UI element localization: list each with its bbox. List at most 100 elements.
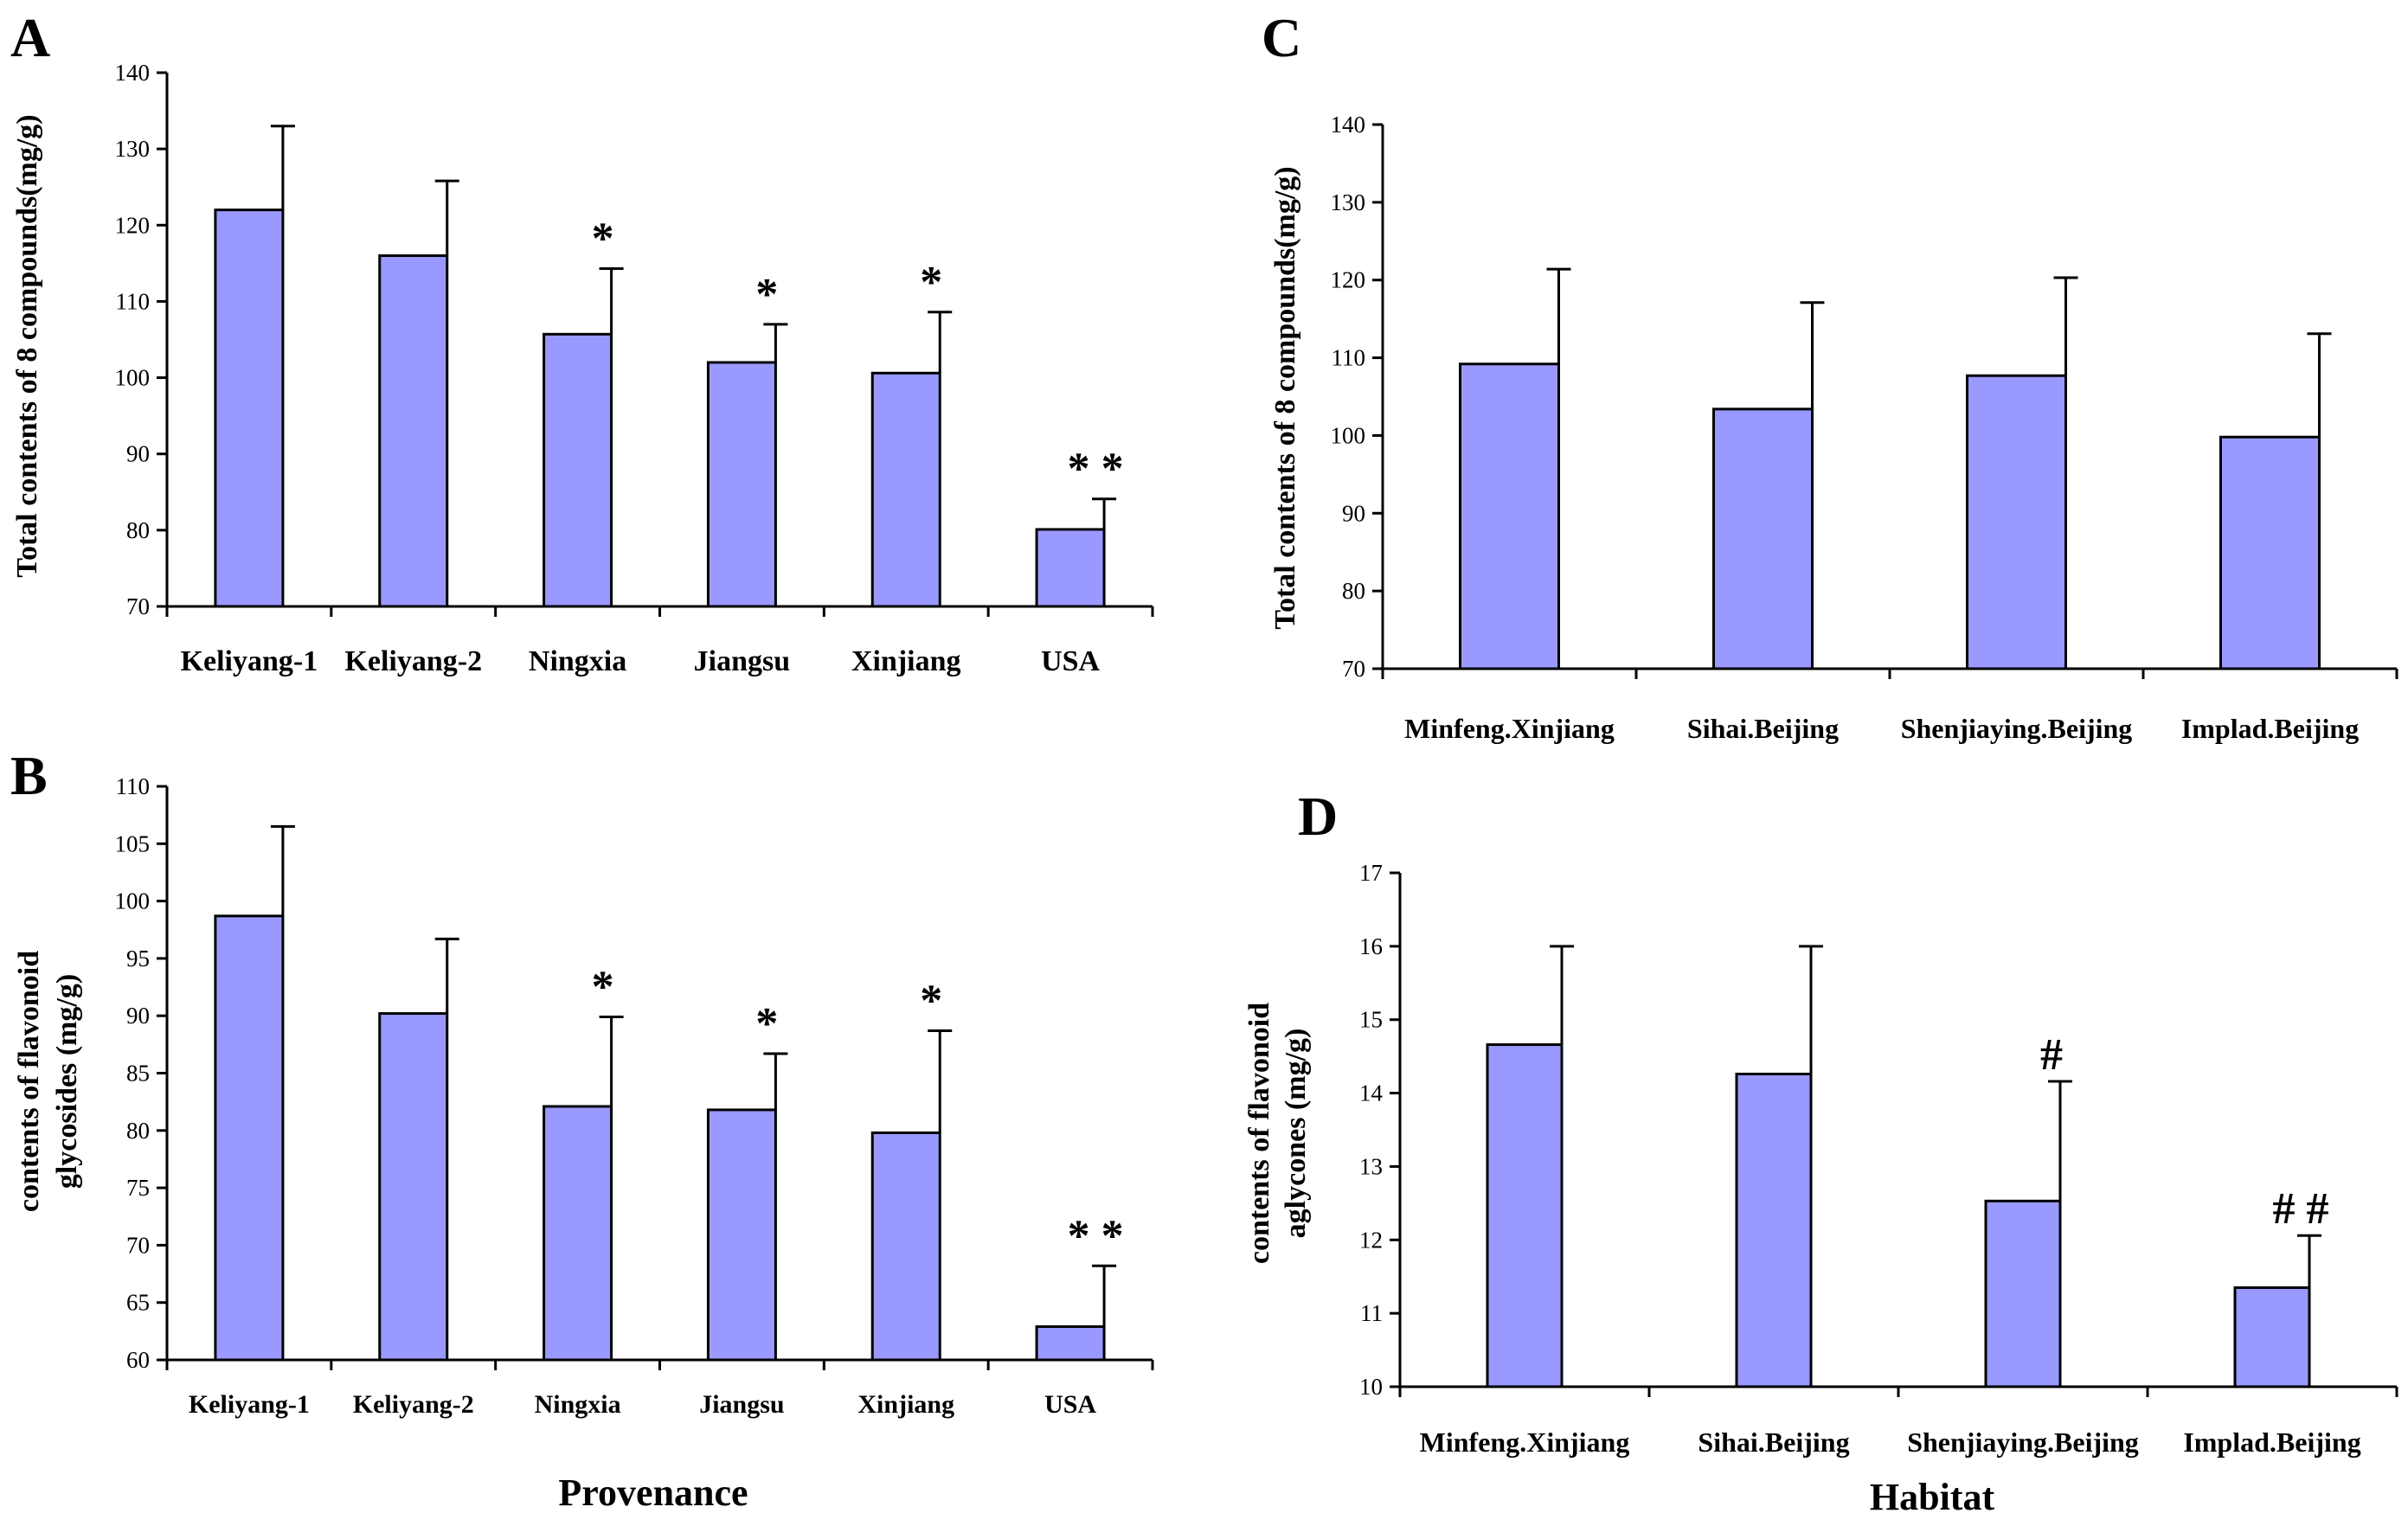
x-axis-label-provenance: Provenance — [558, 1472, 748, 1514]
panel-a-category-label: Keliyang-1 — [181, 645, 318, 677]
panel-b-significance-marker: * — [592, 963, 614, 1012]
panel-b-category-label: Keliyang-1 — [189, 1390, 310, 1419]
panel-d-category-label: Sihai.Beijing — [1698, 1427, 1849, 1458]
panel-a-y-tick-label: 80 — [126, 517, 150, 543]
panel-d-y-tick-label: 10 — [1359, 1374, 1383, 1400]
panel-a-y-tick-label: 100 — [115, 365, 151, 391]
panel-a-significance-marker: * — [592, 215, 614, 264]
panel-b-category-label: Xinjiang — [857, 1390, 954, 1419]
panel-d-bar — [1486, 1043, 1564, 1388]
panel-a-letter: A — [10, 7, 50, 68]
panel-b-bar — [870, 1131, 941, 1362]
panel-d-y-tick-label: 11 — [1360, 1300, 1383, 1326]
panel-c-y-axis-label: Total contents of 8 compounds(mg/g) — [1269, 166, 1301, 629]
panel-a-y-tick-label: 90 — [126, 441, 150, 467]
panel-c-y-tick-label: 120 — [1331, 267, 1366, 293]
panel-c-y-tick-label: 80 — [1342, 578, 1365, 604]
panel-a-y-tick-label: 120 — [115, 212, 151, 238]
panel-a-y-tick-label: 140 — [115, 60, 151, 86]
panel-b-significance-marker: * — [755, 999, 778, 1048]
panel-b-significance-marker: * * — [1068, 1211, 1124, 1260]
panel-d-y-tick-label: 17 — [1359, 860, 1383, 886]
panel-a-category-label: Xinjiang — [851, 645, 961, 677]
panel-b-y-tick-label: 80 — [126, 1118, 150, 1144]
panel-c-category-label: Shenjiaying.Beijing — [1901, 713, 2133, 744]
panel-a-category-label: Jiangsu — [694, 645, 791, 677]
panel-c-y-tick-label: 140 — [1331, 112, 1366, 138]
panel-b-significance-marker: * — [920, 976, 942, 1025]
panel-b-y-tick-label: 65 — [126, 1290, 150, 1316]
panel-c-y-tick-label: 100 — [1331, 422, 1366, 448]
panel-b-bar — [1035, 1325, 1106, 1362]
panel-b-y-axis-label-line1: contents of flavonoid — [13, 951, 45, 1212]
panel-a-bar — [1035, 528, 1106, 608]
panel-b-y-tick-label: 90 — [126, 1003, 150, 1029]
panel-a-significance-marker: * — [755, 270, 778, 319]
panel-d-bar — [1984, 1199, 2062, 1388]
panel-b-bar — [706, 1108, 777, 1362]
panel-b-category-label: Ningxia — [535, 1390, 621, 1419]
panel-b-y-tick-label: 75 — [126, 1175, 150, 1201]
panel-d-category-label: Implad.Beijing — [2183, 1427, 2360, 1458]
chart-panel-a: 70 80 90 100 110 120 130 140 Keliyang-1 Keliyang-… — [11, 60, 1154, 677]
panel-a-y-axis-label: Total contents of 8 compounds(mg/g) — [11, 114, 43, 577]
panel-b-y-tick-label: 105 — [115, 830, 151, 856]
panel-c-y-tick-label: 70 — [1342, 656, 1365, 682]
panel-d-y-axis-label-line2: aglycones (mg/g) — [1280, 1029, 1312, 1239]
panel-a-bar — [543, 332, 613, 608]
panel-a-bar — [870, 371, 941, 608]
panel-a-category-label: Keliyang-2 — [344, 645, 482, 677]
panel-d-y-tick-label: 12 — [1359, 1227, 1383, 1253]
panel-b-bar — [378, 1012, 449, 1362]
panel-c-bar — [1712, 407, 1814, 670]
panel-b-bar — [543, 1105, 613, 1362]
panel-b-y-tick-label: 110 — [116, 773, 151, 799]
panel-d-category-label: Minfeng.Xinjiang — [1420, 1427, 1630, 1458]
panel-c-y-tick-label: 130 — [1331, 189, 1366, 215]
panel-d-y-tick-label: 13 — [1359, 1153, 1383, 1179]
panel-c-category-label: Implad.Beijing — [2181, 713, 2359, 744]
panel-b-category-label: Jiangsu — [699, 1390, 784, 1419]
panel-d-category-label: Shenjiaying.Beijing — [1907, 1427, 2139, 1458]
panel-d-significance-marker: # — [2040, 1030, 2063, 1080]
panel-b-y-tick-label: 70 — [126, 1232, 150, 1258]
panel-d-y-axis-label-line1: contents of flavonoid — [1243, 1003, 1275, 1264]
panel-b-y-tick-label: 95 — [126, 946, 150, 971]
panel-a-y-tick-label: 70 — [126, 593, 150, 619]
x-axis-label-habitat: Habitat — [1870, 1476, 1995, 1518]
panel-c-bar — [1459, 362, 1560, 670]
panel-d-y-tick-label: 14 — [1359, 1080, 1384, 1106]
chart-panel-c: 70 80 90 100 110 120 130 140 Minfeng.Xinjiang Sih… — [1269, 112, 2398, 744]
panel-a-category-label: USA — [1041, 645, 1100, 677]
panel-b-letter: B — [10, 745, 48, 806]
panel-d-significance-marker: # # — [2273, 1184, 2329, 1234]
panel-a-significance-marker: * * — [1068, 445, 1124, 494]
panel-b-y-tick-label: 100 — [115, 888, 151, 914]
panel-a-bar — [378, 254, 449, 608]
panel-c-bar — [1966, 374, 2067, 670]
panel-a-category-label: Ningxia — [529, 645, 626, 677]
panel-a-y-tick-label: 130 — [115, 136, 151, 162]
chart-panel-d: 10 11 12 13 14 15 16 17 Minfeng.Xinjiang Sihai.Be… — [1243, 860, 2398, 1458]
panel-c-y-tick-label: 90 — [1342, 500, 1365, 526]
panel-b-bar — [214, 914, 285, 1362]
panel-c-letter: C — [1262, 7, 1301, 68]
panel-a-bar — [706, 361, 777, 608]
panel-a-significance-marker: * — [920, 258, 942, 307]
panel-b-category-label: USA — [1044, 1390, 1096, 1419]
panel-c-category-label: Minfeng.Xinjiang — [1404, 713, 1615, 744]
panel-a-bar — [214, 208, 285, 608]
panel-a-y-tick-label: 110 — [116, 288, 151, 314]
panel-d-y-tick-label: 16 — [1359, 933, 1383, 959]
panel-b-y-axis-label-line2: glycosides (mg/g) — [51, 974, 83, 1189]
panel-c-category-label: Sihai.Beijing — [1687, 713, 1839, 744]
panel-d-bar — [2233, 1286, 2311, 1388]
panel-d-letter: D — [1298, 785, 1338, 847]
panel-d-y-tick-label: 15 — [1359, 1007, 1383, 1033]
panel-c-bar — [2219, 435, 2321, 670]
panel-b-y-tick-label: 85 — [126, 1061, 150, 1087]
chart-panel-b: 60 65 70 75 80 85 90 95 100 105 110 Keliyang-1 Keliy… — [13, 773, 1154, 1419]
panel-c-y-tick-label: 110 — [1332, 345, 1366, 371]
panel-b-y-tick-label: 60 — [126, 1347, 150, 1373]
